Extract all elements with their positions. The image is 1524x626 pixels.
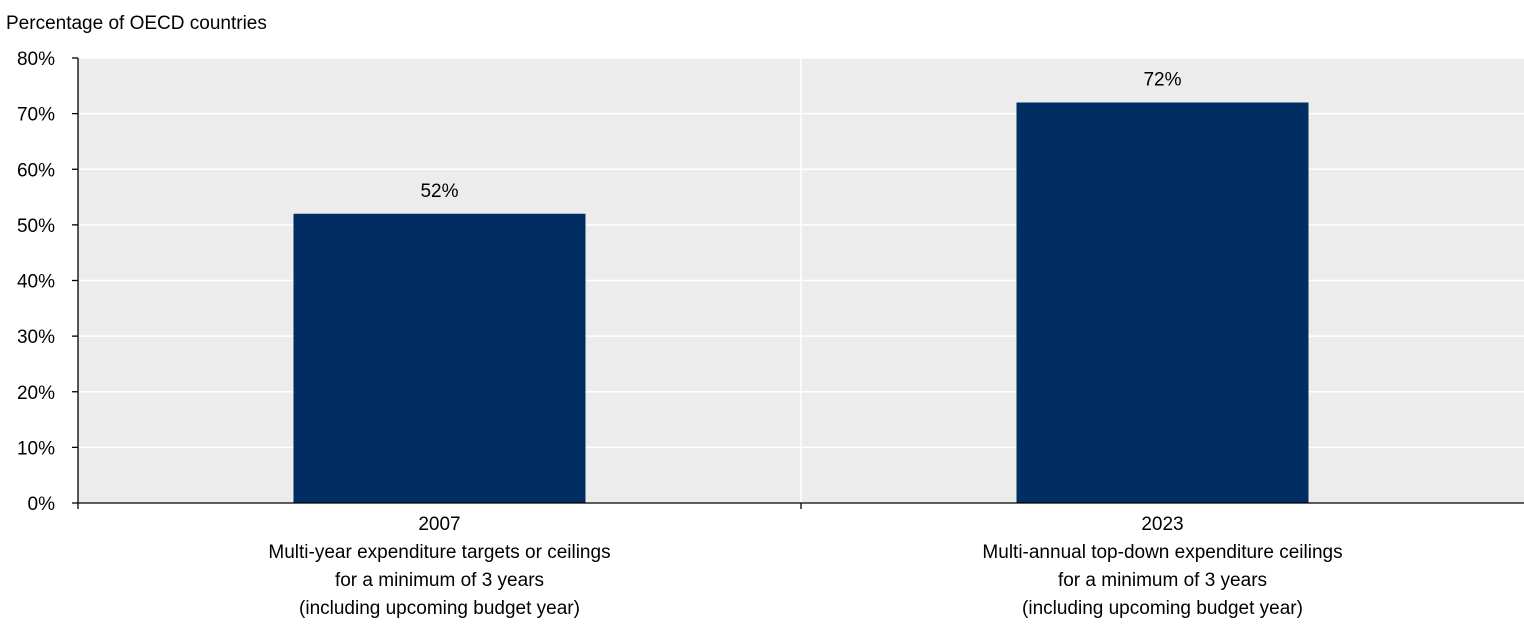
y-tick-label: 40%	[17, 272, 55, 293]
y-axis-title: Percentage of OECD countries	[6, 13, 267, 34]
data-labels: 52% 72%	[420, 70, 1181, 202]
x-category-description: Multi-annual top-down expenditure ceilin…	[982, 542, 1342, 563]
y-tick-label: 70%	[17, 105, 55, 126]
y-tick-label: 0%	[28, 494, 56, 515]
data-label-2023: 72%	[1143, 70, 1181, 91]
y-tick-label: 30%	[17, 327, 55, 348]
y-tick-label: 10%	[17, 438, 55, 459]
data-label-2007: 52%	[420, 181, 458, 202]
axes	[72, 57, 1524, 509]
y-tick-label: 60%	[17, 160, 55, 181]
x-category-description: for a minimum of 3 years	[335, 570, 544, 591]
x-category-description: Multi-year expenditure targets or ceilin…	[268, 542, 610, 563]
y-tick-labels: 0% 10% 20% 30% 40% 50% 60% 70% 80%	[17, 49, 55, 515]
bar-2007	[293, 213, 586, 503]
x-category-description: (including upcoming budget year)	[1022, 598, 1303, 619]
x-category-year: 2023	[1141, 514, 1183, 535]
x-category-labels: 2007 Multi-year expenditure targets or ce…	[268, 514, 1342, 619]
y-tick-label: 80%	[17, 49, 55, 70]
bar-2023	[1016, 102, 1309, 503]
y-tick-label: 20%	[17, 383, 55, 404]
x-category-description: (including upcoming budget year)	[299, 598, 580, 619]
y-tick-label: 50%	[17, 216, 55, 237]
x-category-year: 2007	[418, 514, 460, 535]
bars	[293, 102, 1309, 503]
x-category-description: for a minimum of 3 years	[1058, 570, 1267, 591]
